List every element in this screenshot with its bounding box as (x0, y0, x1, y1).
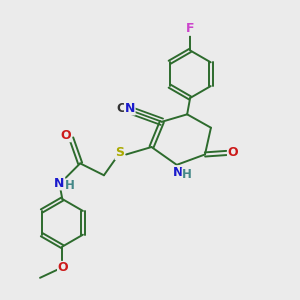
Text: O: O (61, 129, 71, 142)
Text: S: S (115, 146, 124, 160)
Text: F: F (186, 22, 194, 35)
Text: N: N (54, 177, 64, 190)
Text: N: N (173, 166, 183, 179)
Text: N: N (124, 102, 135, 115)
Text: O: O (228, 146, 238, 160)
Text: O: O (58, 262, 68, 275)
Text: C: C (116, 102, 125, 115)
Text: H: H (182, 168, 192, 181)
Text: H: H (65, 179, 75, 192)
